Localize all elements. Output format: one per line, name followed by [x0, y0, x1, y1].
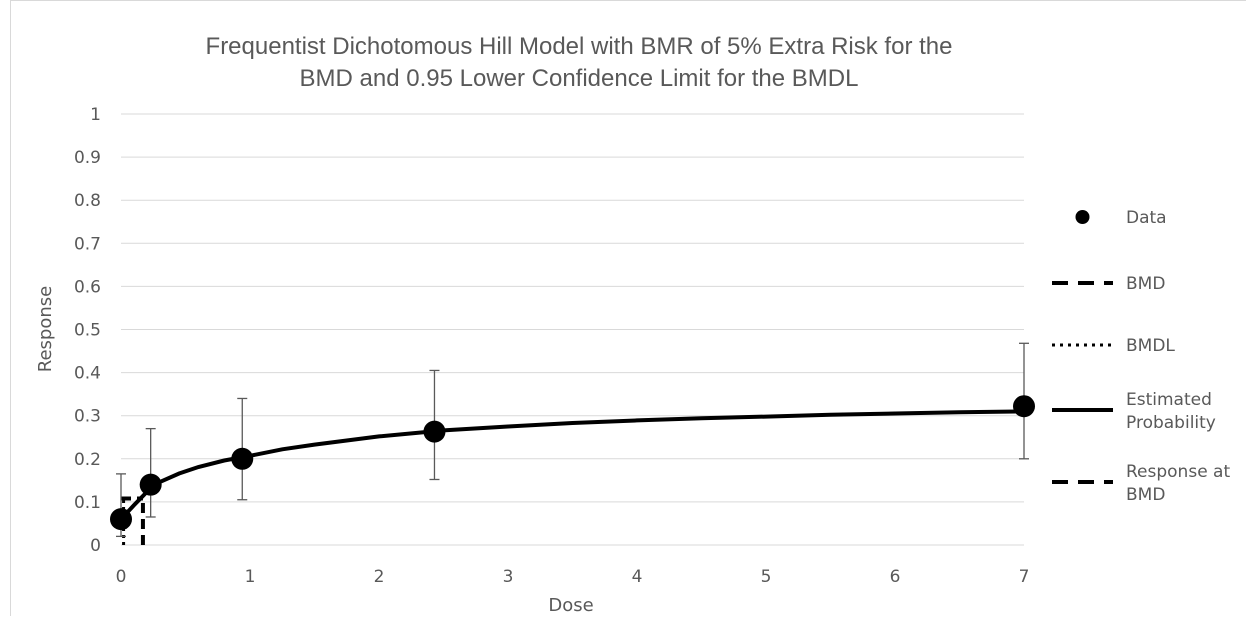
gridlines	[121, 113, 1024, 503]
x-tick-label: 3	[503, 567, 514, 587]
data-point	[1013, 395, 1035, 418]
data-point	[110, 508, 132, 531]
chart-title-line-2: BMD and 0.95 Lower Confidence Limit for …	[300, 65, 859, 92]
legend-symbol	[1075, 210, 1090, 224]
data-point	[139, 473, 162, 496]
data-point	[423, 420, 446, 443]
legend-label: Probability	[1126, 413, 1216, 433]
y-axis-label: Response	[35, 286, 56, 372]
y-tick-label: 0	[90, 536, 101, 556]
legend-label: BMD	[1126, 485, 1165, 505]
y-tick-label: 0.5	[74, 321, 101, 341]
x-tick-label: 5	[761, 567, 772, 587]
x-tick-label: 6	[890, 567, 901, 587]
x-tick-label: 4	[632, 567, 643, 587]
data-point	[231, 447, 254, 470]
legend-item: BMD	[1052, 274, 1165, 294]
x-tick-label: 0	[116, 567, 127, 587]
y-tick-label: 0.1	[74, 493, 101, 513]
legend-label: BMDL	[1126, 336, 1175, 356]
legend-item: Estimated Probability	[1052, 390, 1216, 433]
y-tick-label: 0.4	[74, 364, 101, 384]
legend-label: BMD	[1126, 274, 1165, 294]
legend-item: Data	[1075, 208, 1167, 228]
y-axis-ticks: 0 0.1 0.2 0.3 0.4 0.5 0.6 0.7 0.8 0.9 1	[74, 105, 101, 556]
y-tick-label: 0.9	[74, 148, 101, 168]
error-bar	[145, 427, 156, 518]
chart-title-line-1: Frequentist Dichotomous Hill Model with …	[206, 33, 953, 60]
x-axis-ticks: 0 1 2 3 4 5 6 7	[116, 567, 1030, 587]
chart-frame	[10, 0, 1246, 616]
legend-label: Estimated	[1126, 390, 1212, 410]
x-tick-label: 7	[1019, 567, 1030, 587]
x-tick-label: 2	[374, 567, 385, 587]
x-tick-label: 1	[245, 567, 256, 587]
estimated-probability-line	[119, 409, 1025, 521]
data-points	[110, 395, 1035, 531]
y-tick-label: 0.6	[74, 277, 101, 297]
legend: Data BMD BMDL Estimated Probability Response …	[1052, 208, 1230, 505]
legend-item: BMDL	[1052, 336, 1175, 356]
legend-label: Data	[1126, 208, 1167, 228]
y-tick-label: 0.2	[74, 450, 101, 470]
y-tick-label: 0.3	[74, 407, 101, 427]
legend-label: Response at	[1126, 462, 1230, 482]
y-tick-label: 0.7	[74, 234, 101, 254]
legend-item: Response at BMD	[1052, 462, 1230, 505]
y-tick-label: 0.8	[74, 191, 101, 211]
x-axis-label: Dose	[548, 595, 593, 616]
y-tick-label: 1	[90, 105, 101, 125]
